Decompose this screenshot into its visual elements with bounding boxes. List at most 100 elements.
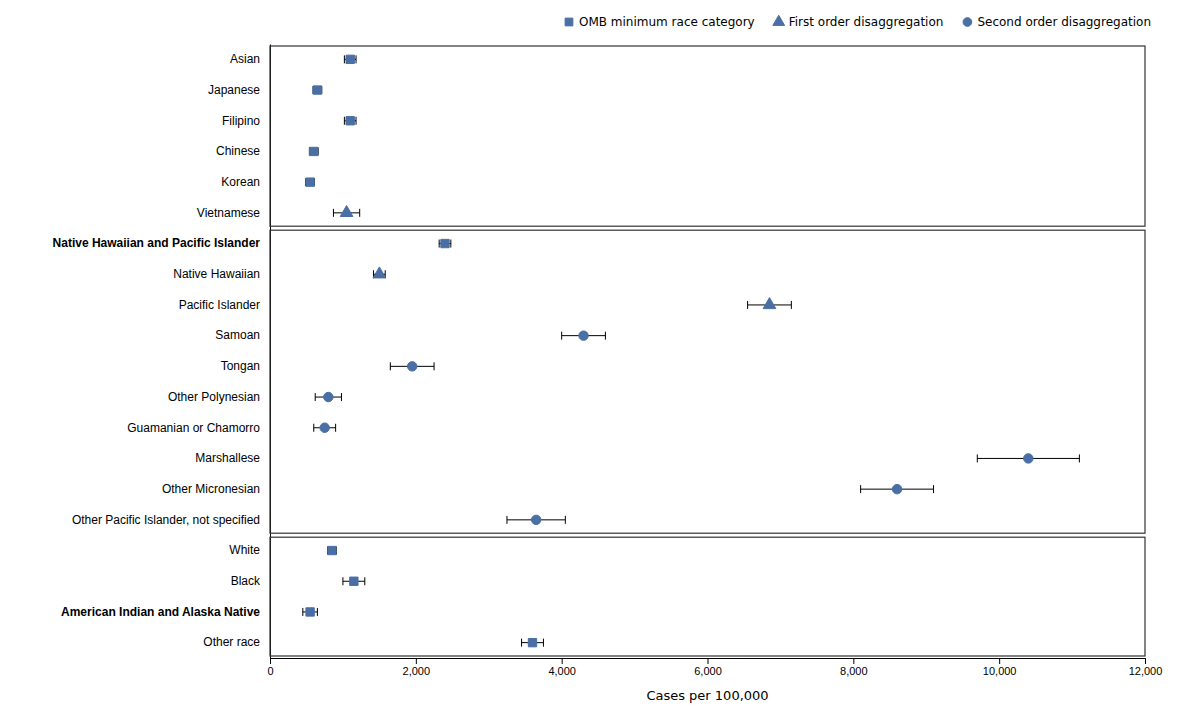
marker xyxy=(346,117,354,125)
x-tick-label: 4,000 xyxy=(548,665,576,677)
y-tick-label: Native Hawaiian xyxy=(173,267,260,281)
y-tick: Native Hawaiian xyxy=(173,267,270,281)
y-tick-label: American Indian and Alaska Native xyxy=(61,605,260,619)
error-cap-low xyxy=(302,608,303,616)
marker xyxy=(531,515,540,524)
y-tick-label: Other Pacific Islander, not specified xyxy=(72,513,260,527)
y-tick-label: Guamanian or Chamorro xyxy=(127,421,260,435)
error-cap-low xyxy=(315,393,316,401)
y-tick: Marshallese xyxy=(195,451,270,465)
x-tick-mark xyxy=(416,658,417,664)
error-cap-low xyxy=(521,639,522,647)
error-cap-high xyxy=(356,117,357,125)
error-cap-high xyxy=(933,485,934,493)
y-axis: AsianJapaneseFilipinoChineseKoreanVietna… xyxy=(53,45,271,659)
y-tick: Other Micronesian xyxy=(162,482,270,496)
x-tick: 2,000 xyxy=(403,658,431,677)
error-cap-low xyxy=(561,332,562,340)
marker xyxy=(328,546,336,554)
marks xyxy=(303,55,1080,647)
error-cap-low xyxy=(860,485,861,493)
marker xyxy=(310,147,318,155)
marker xyxy=(763,298,776,309)
y-tick: Asian xyxy=(230,52,270,66)
marker xyxy=(340,206,353,217)
x-tick: 0 xyxy=(267,658,273,677)
x-tick: 10,000 xyxy=(983,658,1017,677)
y-tick: Other Pacific Islander, not specified xyxy=(72,513,270,527)
error-cap-high xyxy=(450,240,451,248)
plot: 0 2,000 4,000 6,000 8,000 10,000 12,000 Cases p… xyxy=(53,45,1163,704)
y-tick: Vietnamese xyxy=(197,206,270,220)
y-tick-label: Native Hawaiian and Pacific Islander xyxy=(53,236,261,250)
x-tick-label: 6,000 xyxy=(694,665,722,677)
marker xyxy=(320,423,329,432)
legend-item: First order disaggregation xyxy=(773,15,944,29)
marker xyxy=(313,86,321,94)
error-cap-low xyxy=(313,424,314,432)
marker xyxy=(373,267,386,278)
chart: 0 2,000 4,000 6,000 8,000 10,000 12,000 Cases p… xyxy=(0,0,1185,718)
marker xyxy=(306,608,314,616)
marker xyxy=(892,484,901,493)
x-tick-label: 2,000 xyxy=(403,665,431,677)
y-tick: American Indian and Alaska Native xyxy=(61,605,270,619)
error-cap-high xyxy=(791,301,792,309)
y-tick-label: Other Micronesian xyxy=(162,482,260,496)
x-tick-label: 8,000 xyxy=(840,665,868,677)
series xyxy=(314,331,1080,525)
y-tick-label: Marshallese xyxy=(195,451,260,465)
x-tick-mark xyxy=(270,658,271,664)
legend-item: Second order disaggregation xyxy=(963,15,1151,29)
marker xyxy=(1024,454,1033,463)
error-cap-low xyxy=(390,362,391,370)
y-tick: Guamanian or Chamorro xyxy=(127,421,270,435)
error-cap-high xyxy=(605,332,606,340)
error-cap-low xyxy=(344,55,345,63)
error-cap-low xyxy=(344,117,345,125)
x-tick-mark xyxy=(562,658,563,664)
group-box xyxy=(270,537,1145,656)
error-cap-low xyxy=(747,301,748,309)
error-cap-low xyxy=(333,209,334,217)
y-tick: Chinese xyxy=(216,144,270,158)
error-cap-high xyxy=(317,608,318,616)
group-boxes xyxy=(270,46,1145,656)
y-tick: Other Polynesian xyxy=(168,390,270,404)
x-tick-label: 12,000 xyxy=(1129,665,1163,677)
y-tick-label: Japanese xyxy=(208,83,260,97)
legend-item: OMB minimum race category xyxy=(565,15,755,29)
y-tick: Korean xyxy=(221,175,270,189)
y-tick: Pacific Islander xyxy=(179,298,270,312)
error-cap-high xyxy=(364,577,365,585)
marker xyxy=(441,239,449,247)
y-tick: Japanese xyxy=(208,83,270,97)
x-axis: 0 2,000 4,000 6,000 8,000 10,000 12,000 xyxy=(267,658,1162,677)
y-tick-label: Other race xyxy=(203,635,260,649)
error-cap-low xyxy=(506,516,507,524)
x-tick-mark xyxy=(853,658,854,664)
y-tick-label: White xyxy=(229,543,260,557)
marker xyxy=(407,362,416,371)
y-tick: White xyxy=(229,543,270,557)
x-tick-mark xyxy=(1145,658,1146,664)
group-box xyxy=(270,230,1145,533)
series xyxy=(333,206,791,309)
y-tick-label: Tongan xyxy=(221,359,260,373)
error-cap-high xyxy=(1079,454,1080,462)
error-cap-high xyxy=(543,639,544,647)
x-tick-mark xyxy=(999,658,1000,664)
x-tick-label: 10,000 xyxy=(983,665,1017,677)
legend-label: First order disaggregation xyxy=(789,15,944,29)
x-tick: 4,000 xyxy=(548,658,576,677)
group-box xyxy=(270,46,1145,226)
y-tick-label: Black xyxy=(231,574,261,588)
legend-label: Second order disaggregation xyxy=(977,15,1151,29)
x-axis-title: Cases per 100,000 xyxy=(646,688,768,703)
y-tick-label: Vietnamese xyxy=(197,206,260,220)
y-tick-label: Samoan xyxy=(215,328,260,342)
error-cap-low xyxy=(342,577,343,585)
y-tick: Native Hawaiian and Pacific Islander xyxy=(53,236,270,250)
error-cap-high xyxy=(341,393,342,401)
legend: OMB minimum race category First order dis… xyxy=(565,15,1151,29)
